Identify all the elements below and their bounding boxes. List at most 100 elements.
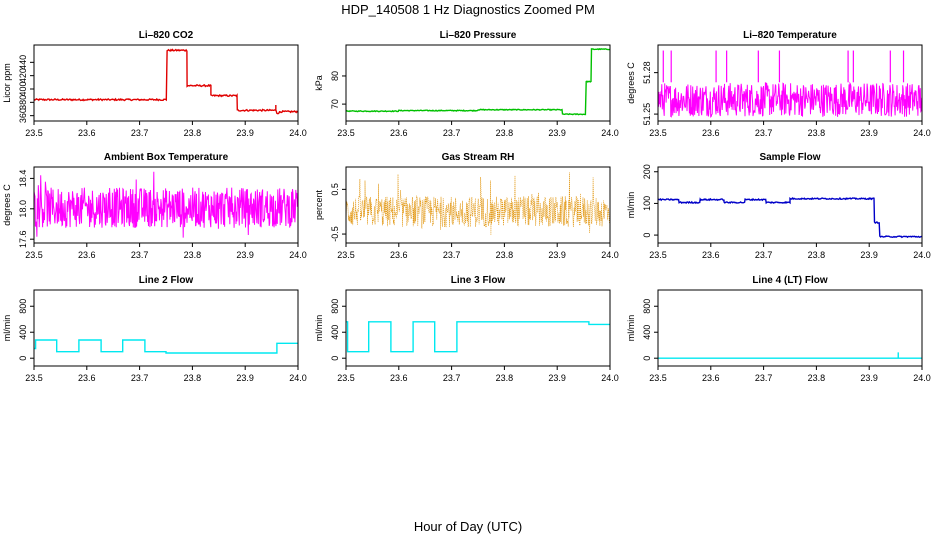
y-tick-label: 400 [642, 325, 652, 340]
x-tick-label: 23.7 [755, 373, 773, 383]
x-tick-label: 23.7 [755, 128, 773, 138]
y-tick-label: 360 [18, 108, 28, 123]
series-path [345, 48, 610, 116]
x-tick-label: 23.8 [184, 128, 202, 138]
y-tick-label: 0.5 [330, 183, 340, 196]
x-tick-label: 23.6 [78, 128, 96, 138]
series-line [657, 50, 923, 118]
panel-ylabel: degrees C [2, 184, 12, 226]
y-tick-label: 400 [18, 325, 28, 340]
panel-title: Li–820 Temperature [743, 30, 837, 41]
y-tick-label: 400 [18, 81, 28, 96]
panel-2: Li–820 Pressure kPa 23.5 23.6 23.7 23.8 23.9 24… [314, 30, 619, 138]
y-tick-label: 800 [18, 299, 28, 314]
y-tick-label: 0 [18, 356, 28, 361]
y-tick-label: 380 [18, 95, 28, 110]
x-tick-label: 23.5 [649, 250, 667, 260]
x-tick-label: 23.8 [496, 373, 514, 383]
panel-9: Line 4 (LT) Flow ml/min 23.5 23.6 23.7 23.8 23… [626, 275, 931, 383]
x-tick-label: 23.5 [337, 128, 355, 138]
y-tick-label: 51.25 [642, 103, 652, 126]
x-tick-label: 23.7 [443, 373, 461, 383]
plot-frame [33, 166, 299, 244]
y-tick-label: 440 [18, 55, 28, 70]
y-tick-label: 800 [642, 299, 652, 314]
x-tick-label: 23.5 [337, 373, 355, 383]
plot-frame [345, 289, 611, 367]
x-tick-label: 23.6 [702, 373, 720, 383]
series-line [658, 352, 922, 359]
x-tick-label: 23.7 [755, 250, 773, 260]
x-tick-label: 23.5 [649, 373, 667, 383]
y-tick-label: 400 [330, 325, 340, 340]
x-tick-label: 23.8 [808, 128, 826, 138]
x-tick-label: 24.0 [601, 373, 619, 383]
x-tick-label: 24.0 [289, 373, 307, 383]
x-tick-label: 23.5 [337, 250, 355, 260]
series-path [346, 321, 610, 353]
panel-ylabel: ml/min [2, 315, 12, 342]
panel-6: Sample Flow ml/min 23.5 23.6 23.7 23.8 23.9 24.… [626, 152, 931, 260]
x-tick-label: 23.5 [25, 128, 43, 138]
series-path [34, 339, 298, 354]
x-tick-label: 24.0 [601, 128, 619, 138]
y-tick-label: 0 [642, 356, 652, 361]
plot-frame [345, 44, 611, 122]
y-tick-label: 51.28 [642, 61, 652, 84]
x-tick-label: 23.8 [184, 373, 202, 383]
panel-title: Sample Flow [759, 152, 820, 163]
panel-ylabel: ml/min [314, 315, 324, 342]
panel-1: Li–820 CO2 Licor ppm 23.5 23.6 23.7 23.8 23.9 2… [2, 30, 307, 138]
panel-3: Li–820 Temperature degrees C 23.5 23.6 23.7 2… [626, 30, 931, 138]
plot-frame [657, 166, 923, 244]
panel-ylabel: kPa [314, 75, 324, 91]
plot-frame [657, 44, 923, 122]
series-line [33, 48, 299, 115]
panel-title: Line 4 (LT) Flow [752, 275, 828, 286]
series-line [345, 48, 610, 116]
x-tick-label: 23.7 [443, 250, 461, 260]
panel-ylabel: ml/min [626, 315, 636, 342]
x-tick-label: 24.0 [289, 250, 307, 260]
y-tick-label: 80 [330, 71, 340, 81]
panel-title: Li–820 CO2 [139, 30, 194, 41]
x-tick-label: 23.5 [649, 128, 667, 138]
panel-8: Line 3 Flow ml/min 23.5 23.6 23.7 23.8 23.9 24.… [314, 275, 619, 383]
x-tick-label: 23.7 [443, 128, 461, 138]
x-tick-label: 23.7 [131, 373, 149, 383]
x-tick-label: 23.6 [390, 373, 408, 383]
x-tick-label: 24.0 [601, 250, 619, 260]
panel-title: Line 2 Flow [139, 275, 194, 286]
series-path [657, 81, 923, 118]
x-tick-label: 23.7 [131, 250, 149, 260]
panel-title: Line 3 Flow [451, 275, 506, 286]
x-tick-label: 23.9 [548, 250, 566, 260]
series-line [346, 321, 610, 353]
y-tick-label: 100 [642, 196, 652, 211]
series-path [33, 171, 299, 238]
plot-frame [345, 166, 611, 244]
x-tick-label: 23.5 [25, 373, 43, 383]
figure-xlabel: Hour of Day (UTC) [414, 519, 522, 534]
x-tick-label: 23.9 [236, 250, 254, 260]
y-tick-label: 800 [330, 299, 340, 314]
x-tick-label: 23.6 [702, 250, 720, 260]
y-tick-label: 420 [18, 68, 28, 83]
x-tick-label: 23.6 [390, 250, 408, 260]
x-tick-label: 24.0 [913, 250, 931, 260]
panel-7: Line 2 Flow ml/min 23.5 23.6 23.7 23.8 23.9 24.… [2, 275, 307, 383]
plot-frame [33, 44, 299, 122]
y-tick-label: 18.4 [18, 170, 28, 188]
series-line [34, 339, 298, 354]
x-tick-label: 23.9 [548, 373, 566, 383]
x-tick-label: 23.9 [236, 128, 254, 138]
x-tick-label: 23.6 [390, 128, 408, 138]
panel-title: Ambient Box Temperature [104, 152, 229, 163]
panel-ylabel: degrees C [626, 62, 636, 104]
x-tick-label: 23.8 [808, 373, 826, 383]
x-tick-label: 23.9 [548, 128, 566, 138]
x-tick-label: 23.6 [78, 373, 96, 383]
panel-title: Gas Stream RH [442, 152, 515, 163]
